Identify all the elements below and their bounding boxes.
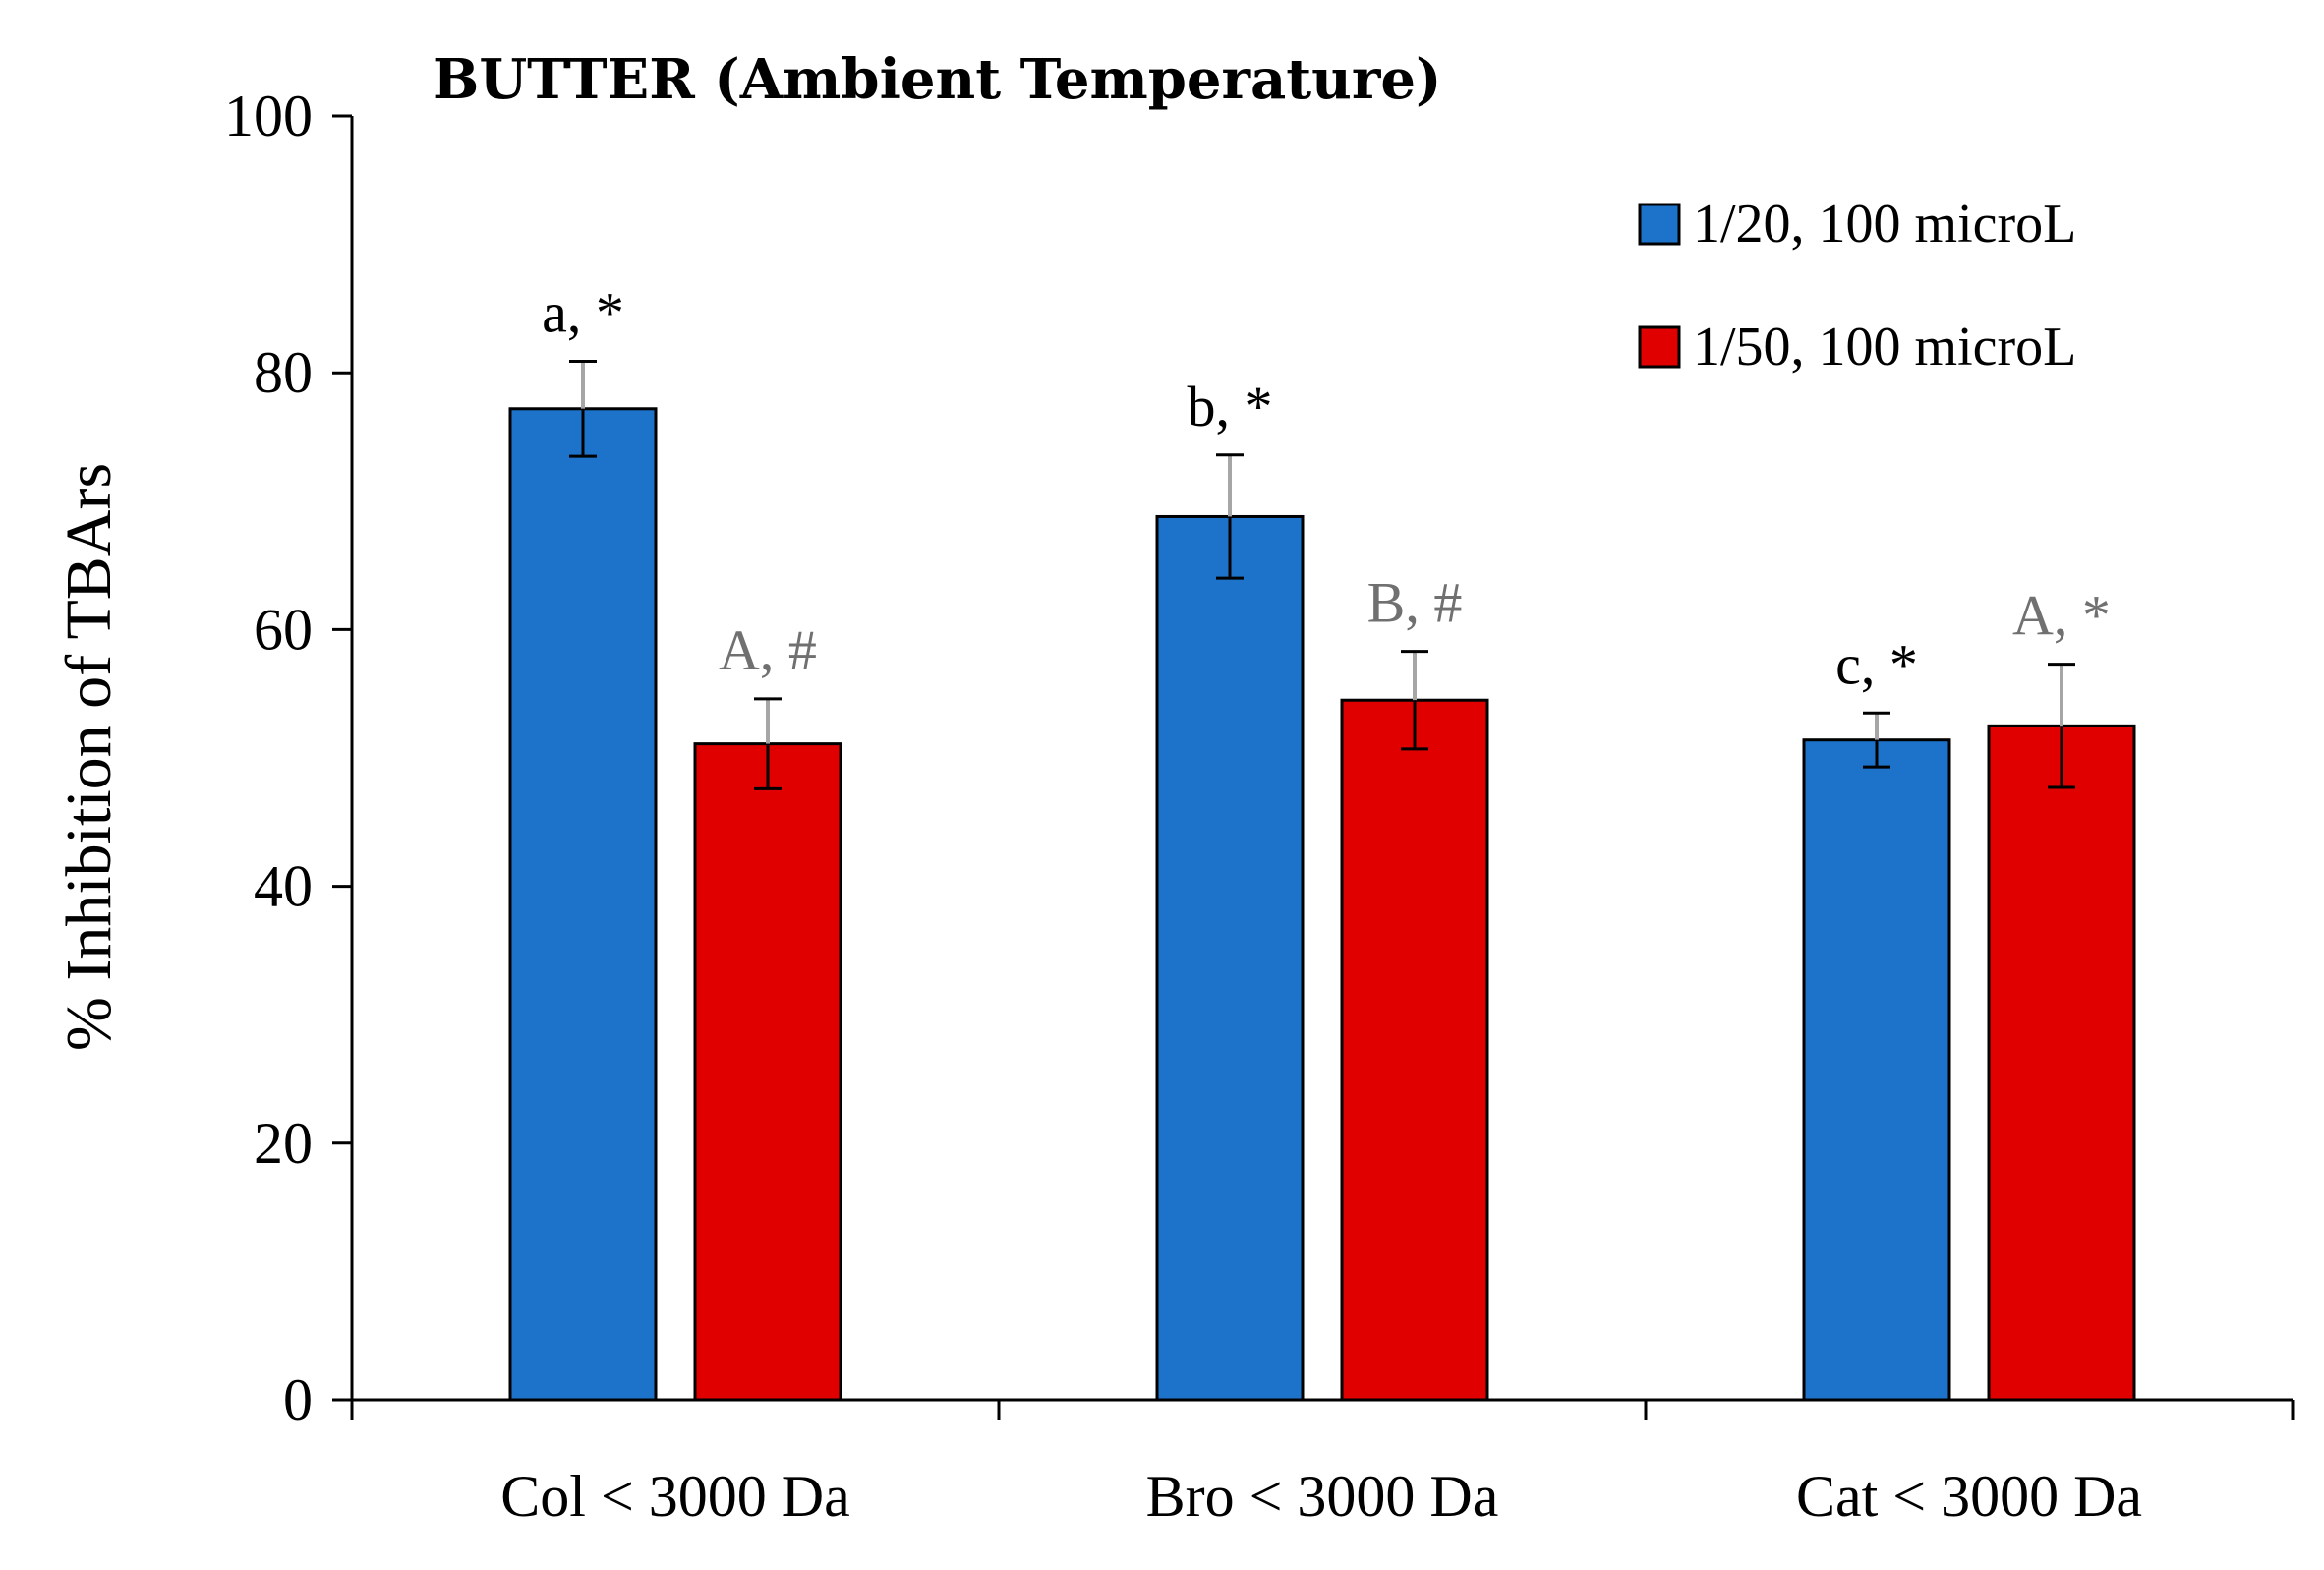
y-tick-label: 0 <box>283 1367 313 1432</box>
legend-label: 1/20, 100 microL <box>1693 194 2076 255</box>
y-tick-label: 60 <box>254 597 313 662</box>
error-bars <box>569 359 2075 790</box>
significance-label: B, # <box>1367 571 1463 635</box>
significance-label: c, * <box>1835 632 1918 696</box>
annotations: a, * A, # b, * B, # c, * A, * <box>542 280 2111 696</box>
bars <box>508 407 2136 1402</box>
significance-label: a, * <box>542 280 624 344</box>
bar-series2 <box>1340 698 1489 1402</box>
y-tick-label: 100 <box>224 84 313 148</box>
x-ticks: Col < 3000 Da Bro < 3000 Da Cat < 3000 Da <box>350 1400 2295 1529</box>
x-tick-label: Cat < 3000 Da <box>1796 1464 2142 1529</box>
y-tick-label: 40 <box>254 854 313 919</box>
bar-series2 <box>1987 724 2136 1402</box>
y-axis-label: % Inhibition of TBArs <box>53 463 125 1051</box>
legend-swatch <box>1638 325 1681 369</box>
bar-series1 <box>508 407 658 1402</box>
legend: 1/20, 100 microL 1/50, 100 microL <box>1638 194 2076 378</box>
bar-series2 <box>693 742 842 1402</box>
y-tick-label: 20 <box>254 1111 313 1176</box>
legend-label: 1/50, 100 microL <box>1693 317 2076 378</box>
significance-label: A, # <box>719 618 817 682</box>
x-tick-label: Col < 3000 Da <box>500 1464 850 1529</box>
x-tick-label: Bro < 3000 Da <box>1146 1464 1499 1529</box>
y-ticks: 0 20 40 60 80 100 <box>224 84 352 1432</box>
bar-series1 <box>1802 738 1951 1402</box>
significance-label: A, * <box>2012 584 2111 648</box>
significance-label: b, * <box>1188 375 1273 438</box>
legend-swatch <box>1638 203 1681 246</box>
y-tick-label: 80 <box>254 340 313 405</box>
bar-series1 <box>1155 514 1305 1402</box>
chart-title: BUTTER (Ambient Temperature) <box>433 47 1441 112</box>
